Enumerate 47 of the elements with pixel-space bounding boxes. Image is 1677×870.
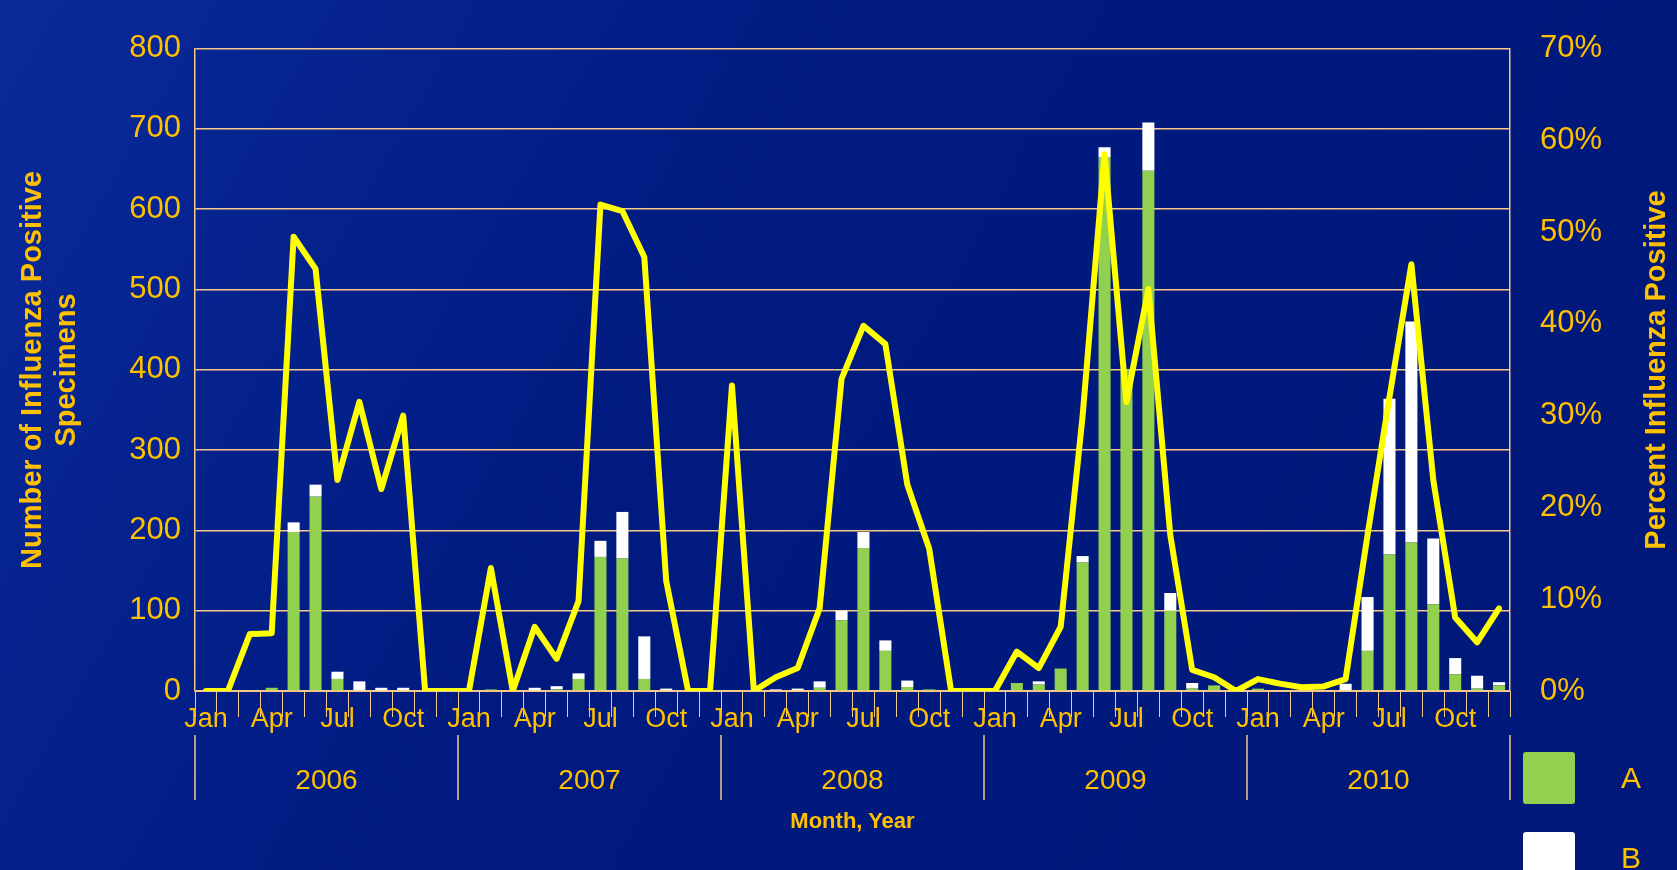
text: 2006 bbox=[295, 763, 358, 795]
y-tick-label: 300 bbox=[129, 430, 181, 466]
y-tick-label: 200 bbox=[129, 510, 181, 546]
y2-tick-label: 60% bbox=[1540, 120, 1603, 156]
y2-tick-label: 70% bbox=[1540, 29, 1603, 65]
y2-axis-title: Percent Influenza Positive bbox=[1638, 189, 1672, 552]
x-axis-title: Month, Year bbox=[790, 808, 916, 834]
x-tick-label: Jan bbox=[447, 702, 491, 733]
text: 2008 bbox=[821, 763, 884, 795]
text: 2010 bbox=[1347, 763, 1410, 795]
y-tick-label: 400 bbox=[129, 350, 181, 386]
x-tick-label: Jul bbox=[320, 702, 355, 733]
x-tick-label: Jul bbox=[1372, 702, 1407, 733]
legend-label: B bbox=[1621, 841, 1642, 870]
x-tick-label: Jul bbox=[846, 702, 881, 733]
x-tick-label: Jul bbox=[583, 702, 618, 733]
x-tick-label: Oct bbox=[645, 702, 688, 733]
y2-tick-label: 50% bbox=[1540, 212, 1603, 248]
x-tick-label: Jan bbox=[184, 702, 228, 733]
legend-label: A bbox=[1621, 761, 1642, 795]
y2-tick-label: 20% bbox=[1540, 488, 1603, 523]
x-tick-label: Jan bbox=[973, 702, 1017, 733]
y-tick-label: 500 bbox=[129, 270, 181, 306]
text: 2009 bbox=[1084, 763, 1147, 795]
x-tick-label: Apr bbox=[776, 702, 819, 733]
y-tick-label: 0 bbox=[163, 671, 181, 707]
y2-tick-label: 10% bbox=[1540, 579, 1603, 615]
x-tick-label: Jan bbox=[1236, 702, 1280, 733]
y2-tick-label: 30% bbox=[1540, 396, 1603, 432]
y2-tick-label: 0% bbox=[1540, 671, 1585, 707]
x-tick-label: Oct bbox=[1434, 702, 1477, 733]
x-tick-label: Oct bbox=[382, 702, 425, 733]
x-tick-label: Apr bbox=[1039, 702, 1082, 733]
y2-tick-label: 40% bbox=[1540, 304, 1603, 340]
x-tick-label: Jan bbox=[710, 702, 754, 733]
y-axis-title: Number of Influenza Positive Specimens bbox=[14, 169, 82, 571]
x-tick-label: Jul bbox=[1109, 702, 1144, 733]
x-tick-label: Oct bbox=[908, 702, 951, 733]
x-tick-label: Apr bbox=[513, 702, 556, 733]
y-tick-label: 100 bbox=[129, 591, 181, 627]
y-tick-label: 800 bbox=[129, 29, 181, 65]
y-tick-label: 700 bbox=[129, 109, 181, 145]
x-tick-label: Oct bbox=[1171, 702, 1214, 733]
x-tick-label: Apr bbox=[1302, 702, 1345, 733]
x-tick-label: Apr bbox=[250, 702, 293, 733]
y-tick-label: 600 bbox=[129, 189, 181, 225]
text: 2007 bbox=[558, 763, 621, 795]
